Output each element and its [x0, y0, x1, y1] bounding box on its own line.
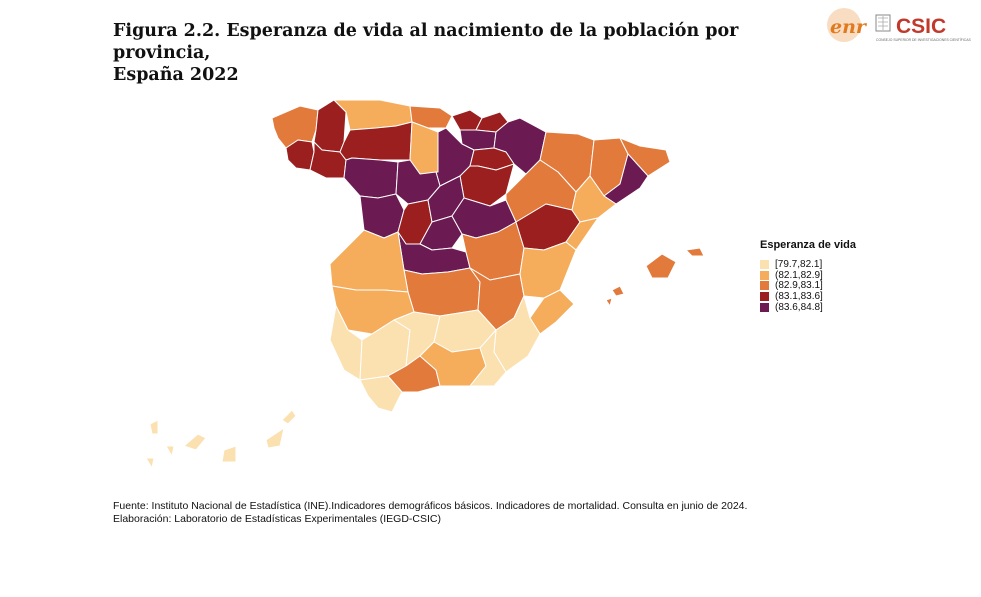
legend-item: [79.7,82.1]	[760, 259, 890, 270]
legend-item: (83.1,83.6]	[760, 291, 890, 302]
province-ciudad-real[interactable]	[403, 267, 481, 317]
csic-logo: CSIC CONSEJO SUPERIOR DE INVESTIGACIONES…	[875, 14, 972, 42]
csic-logo-subtitle: CONSEJO SUPERIOR DE INVESTIGACIONES CIEN…	[876, 38, 972, 42]
legend-swatch	[760, 302, 769, 312]
legend-swatch	[760, 270, 769, 280]
legend-item: (83.6,84.8]	[760, 302, 890, 313]
province-navarra[interactable]	[493, 117, 547, 175]
province-almeria[interactable]	[469, 329, 507, 387]
legend-item: (82.9,83.1]	[760, 280, 890, 292]
figure-title: Figura 2.2. Esperanza de vida al nacimie…	[113, 20, 813, 86]
legend-label: (82.9,83.1]	[775, 280, 823, 292]
enr-logo-text: enr	[830, 16, 868, 38]
legend-label: (83.6,84.8]	[775, 301, 823, 313]
figure-title-line1: Figura 2.2. Esperanza de vida al nacimie…	[113, 21, 739, 63]
enr-logo: enr	[827, 8, 868, 42]
source-note: Fuente: Instituto Nacional de Estadístic…	[113, 500, 873, 526]
credit-line: Elaboración: Laboratorio de Estadísticas…	[113, 513, 441, 525]
legend-title: Esperanza de vida	[760, 239, 856, 251]
legend-label: (82.1,82.9]	[775, 269, 823, 281]
legend-label: (83.1,83.6]	[775, 291, 823, 303]
legend-swatch	[760, 292, 769, 302]
province-zamora[interactable]	[343, 157, 399, 199]
province-valencia[interactable]	[519, 241, 577, 299]
legend-swatch	[760, 259, 769, 269]
province-caceres[interactable]	[329, 229, 409, 293]
legend: Esperanza de vida [79.7,82.1] (82.1,82.9…	[760, 239, 890, 313]
province-santa-cruz-tenerife[interactable]	[145, 419, 207, 469]
legend-swatch	[760, 281, 769, 291]
logos: enr CSIC CONSEJO SUPERIOR DE INVESTIGACI…	[827, 8, 972, 42]
csic-logo-text: CSIC	[896, 15, 946, 38]
province-las-palmas[interactable]	[221, 409, 297, 463]
province-baleares[interactable]	[605, 247, 705, 307]
source-line: Fuente: Instituto Nacional de Estadístic…	[113, 500, 748, 512]
legend-item: (82.1,82.9]	[760, 270, 890, 281]
figure-title-line2: España 2022	[113, 65, 239, 85]
legend-label: [79.7,82.1]	[775, 258, 823, 270]
